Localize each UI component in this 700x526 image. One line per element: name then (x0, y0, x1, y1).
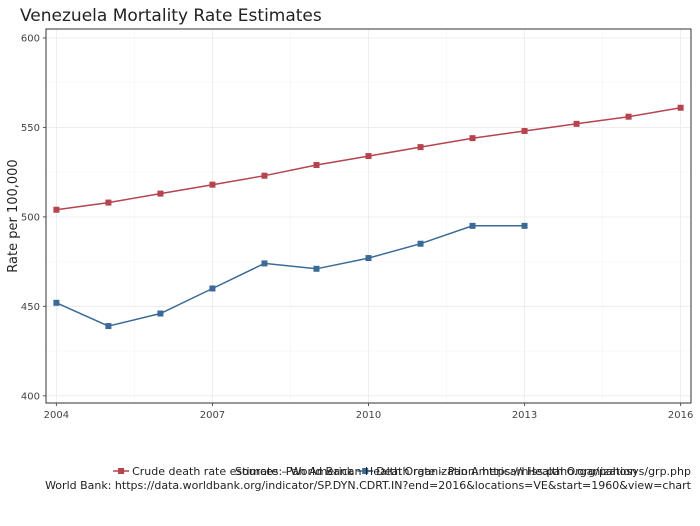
x-tick-label: 2010 (356, 410, 381, 421)
chart-title: Venezuela Mortality Rate Estimates (20, 6, 322, 26)
data-point-1 (417, 240, 424, 247)
x-tick-label: 2004 (44, 410, 69, 421)
data-point-0 (53, 206, 60, 213)
x-tick-label: 2007 (200, 410, 225, 421)
data-point-0 (209, 181, 216, 188)
data-point-0 (677, 104, 684, 111)
data-point-1 (105, 323, 112, 330)
source-line-1: Sources: Pan American Health Organizatio… (235, 465, 691, 478)
legend-key-marker (362, 468, 369, 474)
data-point-1 (261, 260, 268, 267)
data-point-0 (625, 113, 632, 120)
data-point-1 (365, 255, 372, 262)
series-layer (53, 104, 684, 330)
data-point-0 (313, 162, 320, 168)
data-point-0 (261, 172, 268, 179)
y-tick-label: 600 (21, 33, 40, 44)
x-tick-label: 2016 (668, 410, 693, 421)
data-point-1 (313, 265, 320, 272)
source-line-2: World Bank: https://data.worldbank.org/i… (45, 479, 692, 492)
x-tick-label: 2013 (512, 410, 537, 421)
y-axis-label: Rate per 100,000 (6, 159, 21, 272)
data-point-1 (53, 299, 60, 306)
data-point-0 (157, 190, 164, 197)
y-tick-label: 500 (21, 212, 40, 223)
y-tick-label: 550 (21, 123, 40, 134)
legend-item-0: Crude death rate estimate – World Bank (113, 465, 354, 478)
data-point-1 (469, 222, 476, 229)
y-tick-label: 450 (21, 302, 40, 313)
legend-key-marker (118, 468, 125, 474)
data-point-1 (521, 222, 528, 229)
data-point-0 (105, 199, 112, 206)
data-point-0 (365, 153, 372, 160)
data-point-0 (469, 135, 476, 142)
y-tick-label: 400 (21, 391, 40, 402)
axes: 400 450 500 550 600 2004 2007 2010 2013 2016 (21, 33, 693, 421)
data-point-1 (157, 310, 164, 317)
grid (46, 29, 691, 403)
data-point-0 (573, 120, 580, 127)
legend-label: Death rate – Pan American Health Organiz… (376, 465, 637, 478)
data-point-1 (209, 285, 216, 292)
data-point-0 (417, 144, 424, 151)
series-line-1 (56, 225, 525, 327)
data-point-0 (521, 128, 528, 134)
legend-item-1: Death rate – Pan American Health Organiz… (357, 465, 637, 478)
legend: Crude death rate estimate – World Bank De… (113, 465, 637, 478)
legend-label: Crude death rate estimate – World Bank (132, 465, 354, 478)
